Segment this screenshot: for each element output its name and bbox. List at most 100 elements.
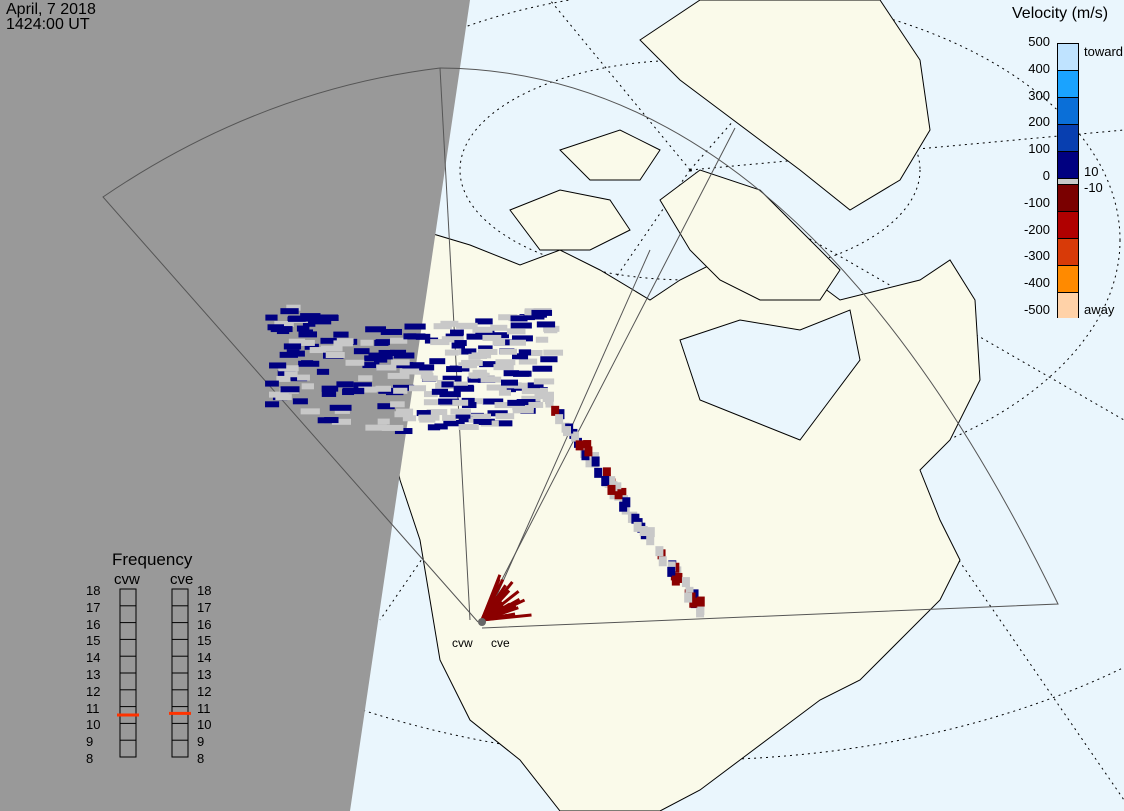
scatter-cell <box>283 343 302 350</box>
scatter-cell <box>296 325 310 332</box>
scatter-cell <box>495 413 515 420</box>
scatter-cell <box>316 368 330 375</box>
scatter-cell <box>507 399 525 406</box>
cvw-field-of-view <box>102 67 479 623</box>
scatter-cell <box>336 381 354 388</box>
scatter-cell <box>501 386 516 393</box>
scatter-cell <box>418 414 440 421</box>
scatter-cell <box>452 399 469 406</box>
cve-field-of-view <box>439 67 1059 629</box>
scatter-cell <box>492 339 506 346</box>
scatter-cell <box>375 385 392 392</box>
colorbar-segment <box>1057 184 1079 212</box>
scatter-cell <box>365 424 387 431</box>
scatter-cell <box>446 366 462 373</box>
scatter-cell <box>312 318 332 325</box>
scatter-cell <box>274 320 294 327</box>
scatter-cell <box>498 314 518 321</box>
inner-tick-neg: -10 <box>1084 180 1103 195</box>
frequency-tick: 14 <box>197 650 212 666</box>
scatter-cell <box>429 358 446 365</box>
scatter-cell <box>658 556 667 567</box>
scatter-cell <box>584 446 593 457</box>
scatter-cell <box>490 324 508 331</box>
scatter-cell <box>390 349 407 356</box>
baffin-island <box>659 169 841 301</box>
velocity-tick: -200 <box>1023 221 1050 237</box>
frequency-tick: 13 <box>86 667 101 682</box>
scatter-cell <box>301 383 314 390</box>
scatter-cell <box>390 401 405 408</box>
scatter-cell <box>265 401 280 408</box>
scatter-cell <box>334 407 350 414</box>
scatter-cell <box>510 315 528 322</box>
colorbar-segment <box>1057 211 1079 239</box>
scatter-cell <box>380 328 403 335</box>
scatter-cell <box>280 308 299 315</box>
scatter-cell <box>601 475 610 486</box>
scatter-cell <box>300 408 320 415</box>
frequency-tick: 15 <box>86 633 101 649</box>
frequency-tick: 17 <box>197 599 212 615</box>
scatter-cell <box>309 347 326 354</box>
scatter-cell <box>373 356 388 363</box>
scatter-cell <box>494 402 517 409</box>
scatter-cell <box>408 385 427 392</box>
scatter-cell <box>368 352 381 359</box>
scatter-cell <box>468 372 488 379</box>
scatter-cell <box>423 399 443 406</box>
scatter-cell <box>543 325 560 332</box>
scatter-cell <box>394 411 413 418</box>
scatter-cell <box>298 331 318 338</box>
scatter-cell <box>450 408 471 415</box>
scatter-cell <box>346 388 365 395</box>
scatter-cell <box>689 597 698 608</box>
scatter-cell <box>512 407 534 414</box>
scatter-cell <box>594 467 603 478</box>
scatter-cell <box>297 374 310 381</box>
scatter-cell <box>531 309 553 316</box>
scatter-cell <box>585 457 594 468</box>
frequency-tick: 8 <box>197 751 205 766</box>
scatter-cell <box>353 348 370 355</box>
scatter-cell <box>542 392 551 403</box>
scatter-cell <box>532 313 545 320</box>
scatter-cell <box>402 362 420 369</box>
velocity-tick: -400 <box>1023 275 1050 291</box>
date-label: April, 7 2018 <box>6 1 96 18</box>
scatter-cell <box>433 323 452 330</box>
scatter-cell <box>499 348 518 355</box>
scatter-cell <box>443 420 465 427</box>
scatter-cell <box>493 364 514 371</box>
velocity-tick: 0 <box>1042 168 1050 183</box>
frequency-tick: 11 <box>197 700 211 716</box>
scatter-cell <box>466 333 489 340</box>
scatter-cell <box>461 359 483 366</box>
scatter-cells <box>265 304 705 622</box>
map-label-cvw: cvw <box>452 636 473 650</box>
scatter-cell <box>607 484 616 495</box>
scatter-cell <box>591 456 600 467</box>
scatter-cell <box>461 397 475 404</box>
scatter-cell <box>467 376 485 383</box>
scatter-cell <box>575 440 584 451</box>
velocity-tick: -500 <box>1023 302 1050 317</box>
velocity-tick: 200 <box>1028 114 1050 130</box>
scatter-cell <box>279 351 298 358</box>
scatter-cell <box>402 415 417 422</box>
scatter-cell <box>292 398 308 405</box>
arctic-islands-2 <box>559 129 661 181</box>
frequency-tick: 16 <box>86 616 101 632</box>
scatter-cell <box>321 390 337 397</box>
frequency-tick: 16 <box>197 616 212 632</box>
scatter-cell <box>434 423 448 430</box>
scatter-cell <box>278 365 299 372</box>
scatter-cell <box>430 339 450 346</box>
scatter-cell <box>536 321 556 328</box>
scatter-cell <box>377 403 395 410</box>
scatter-cell <box>511 335 533 342</box>
scatter-cell <box>506 328 526 335</box>
scatter-cell <box>622 497 631 508</box>
scatter-cell <box>438 398 460 405</box>
